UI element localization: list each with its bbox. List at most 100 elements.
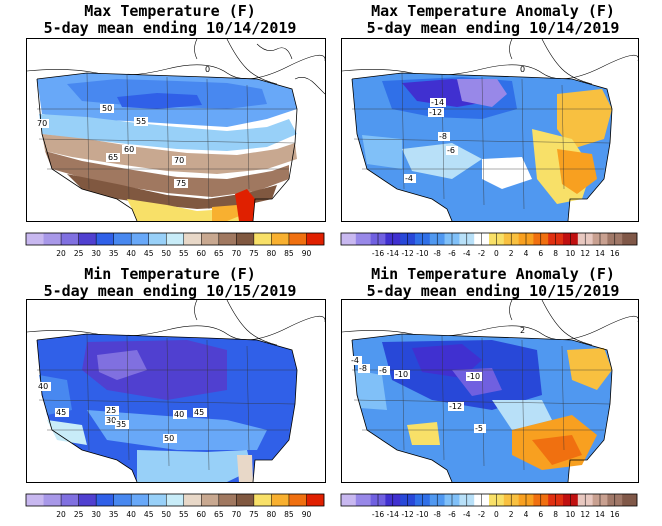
- colorbar-tick-label: 75: [249, 510, 259, 519]
- region-brown: [45, 151, 289, 197]
- colorbar-tick-label: 55: [179, 510, 189, 519]
- colorbar-tick-label: -12: [401, 249, 413, 258]
- contour-label: -8: [359, 364, 367, 373]
- colorbar-tick-label: 50: [161, 249, 171, 258]
- colorbar-tick-label: 4: [524, 249, 529, 258]
- colorbar-tick-label: 90: [302, 510, 312, 519]
- region-light-blue: [402, 143, 482, 179]
- region-tan: [42, 134, 297, 174]
- colorbar-swatch: [78, 233, 97, 245]
- region-lavender: [97, 350, 147, 380]
- colorbar-swatch: [622, 494, 638, 506]
- colorbar-tick-label: 25: [74, 249, 84, 258]
- colorbar-tick-label: 20: [56, 249, 66, 258]
- colorbar-tick-label: 75: [249, 249, 259, 258]
- temperature-colorbar: 20 25 30 35 40 45 50 55 60 65 70 75 80 85 90: [25, 493, 325, 521]
- colorbar-tick-label: -2: [478, 510, 486, 519]
- panel-subtitle: 5-day mean ending 10/14/2019: [366, 19, 620, 37]
- colorbar-tick-label: 55: [179, 249, 189, 258]
- contour-label: 35: [116, 420, 126, 429]
- isotherm-labels: -14 -12 -8 -6 -4 0: [404, 65, 525, 183]
- contour-label: 40: [38, 382, 48, 391]
- panel-subtitle: 5-day mean ending 10/15/2019: [43, 282, 297, 300]
- colorbar-swatch: [341, 494, 357, 506]
- colorbar-frame: [340, 232, 638, 246]
- colorbar-swatch: [355, 233, 371, 245]
- colorbar-tick-label: 12: [580, 510, 590, 519]
- colorbar-swatch: [306, 233, 325, 245]
- region-gulf-pale: [137, 450, 252, 482]
- colorbar-tick-label: 16: [610, 510, 620, 519]
- colorbar-tick-label: 12: [580, 249, 590, 258]
- contour-label: 0: [205, 65, 210, 74]
- min-temperature-map: 40 45 25 30 35 40 45 50: [26, 299, 326, 483]
- colorbar-swatch: [148, 233, 167, 245]
- colorbar-svg: 20 25 30 35 40 45 50 55 60 65 70 75 80 85 90: [25, 232, 325, 258]
- colorbar-tick-label: 70: [232, 249, 242, 258]
- colorbar-swatch: [113, 233, 132, 245]
- colorbar-tick-label: 35: [109, 249, 119, 258]
- colorbar-tick-label: -14: [387, 249, 399, 258]
- region-dark-brown: [67, 174, 277, 209]
- colorbar-tick-label: -6: [448, 249, 456, 258]
- isotherm-labels: 50 55 60 65 70 75 70 0: [35, 65, 210, 188]
- contour-label: 25: [106, 406, 116, 415]
- contour-label: 40: [174, 410, 184, 419]
- colorbar-tick-label: 40: [126, 510, 136, 519]
- colorbar-swatch: [26, 494, 44, 506]
- colorbar-svg: 20 25 30 35 40 45 50 55 60 65 70 75 80 85 90: [25, 493, 325, 519]
- colorbar-tick-label: 85: [284, 249, 294, 258]
- colorbar-swatch: [218, 233, 237, 245]
- region-white: [482, 157, 532, 189]
- colorbar-tick-label: 60: [197, 510, 207, 519]
- colorbar-frame: [25, 493, 325, 507]
- colorbar-swatch: [236, 494, 255, 506]
- colorbar-tick-label: 8: [553, 510, 558, 519]
- colorbar-tick-label: 14: [595, 510, 605, 519]
- colorbar-tick-label: 0: [494, 249, 499, 258]
- colorbar-swatch: [355, 494, 371, 506]
- region-pale-blue: [354, 370, 387, 410]
- colorbar-tick-label: 80: [267, 510, 277, 519]
- colorbar-tick-label: -16: [372, 249, 384, 258]
- colorbar-frame: [25, 232, 325, 246]
- contour-label: -10: [395, 370, 408, 379]
- colorbar-swatch: [288, 233, 307, 245]
- colorbar-tick-label: 45: [144, 249, 154, 258]
- colorbar-tick-label: 0: [494, 510, 499, 519]
- state-borders: [352, 72, 612, 210]
- colorbar-tick-label: 2: [509, 249, 514, 258]
- us-outline: [351, 72, 613, 221]
- region-southwest-pale: [47, 420, 87, 445]
- colorbar-swatch: [131, 494, 150, 506]
- contour-label: 65: [108, 153, 118, 162]
- panel-title: Min Temperature (F): [84, 265, 256, 283]
- colorbar-svg: -16 -14 -12 -10 -8 -6 -4 -2 0 2 4 6 8 10 12 14 16: [340, 232, 638, 258]
- region-florida-warm: [237, 455, 253, 482]
- us-outline: [351, 333, 613, 482]
- isotherm-labels: -4 -8 -6 -10 -10 -12 -5 2: [350, 326, 525, 433]
- state-borders: [37, 72, 297, 210]
- colorbar-tick-label: 80: [267, 249, 277, 258]
- region-deep-core: [452, 368, 502, 396]
- contour-label: 2: [520, 326, 525, 335]
- colorbar-tick-label: 60: [197, 249, 207, 258]
- colorbar-swatch: [271, 233, 290, 245]
- contour-label: 30: [106, 416, 116, 425]
- colorbar-tick-label: -4: [463, 249, 471, 258]
- colorbar-tick-label: 6: [538, 249, 543, 258]
- colorbar-tick-label: 25: [74, 510, 84, 519]
- colorbar-tick-label: 85: [284, 510, 294, 519]
- us-landmass: [352, 73, 612, 221]
- colorbar-tick-label: -10: [416, 249, 428, 258]
- colorbar-swatch: [271, 494, 290, 506]
- colorbar-tick-label: -16: [372, 510, 384, 519]
- colorbar-tick-label: 65: [214, 249, 224, 258]
- contour-label: -8: [439, 132, 447, 141]
- colorbar-tick-label: 20: [56, 510, 66, 519]
- temperature-colorbar: 20 25 30 35 40 45 50 55 60 65 70 75 80 85 90: [25, 232, 325, 260]
- colorbar-swatch: [166, 494, 185, 506]
- colorbar-swatch: [236, 233, 255, 245]
- contour-label: 50: [164, 434, 174, 443]
- region-orange: [212, 205, 242, 221]
